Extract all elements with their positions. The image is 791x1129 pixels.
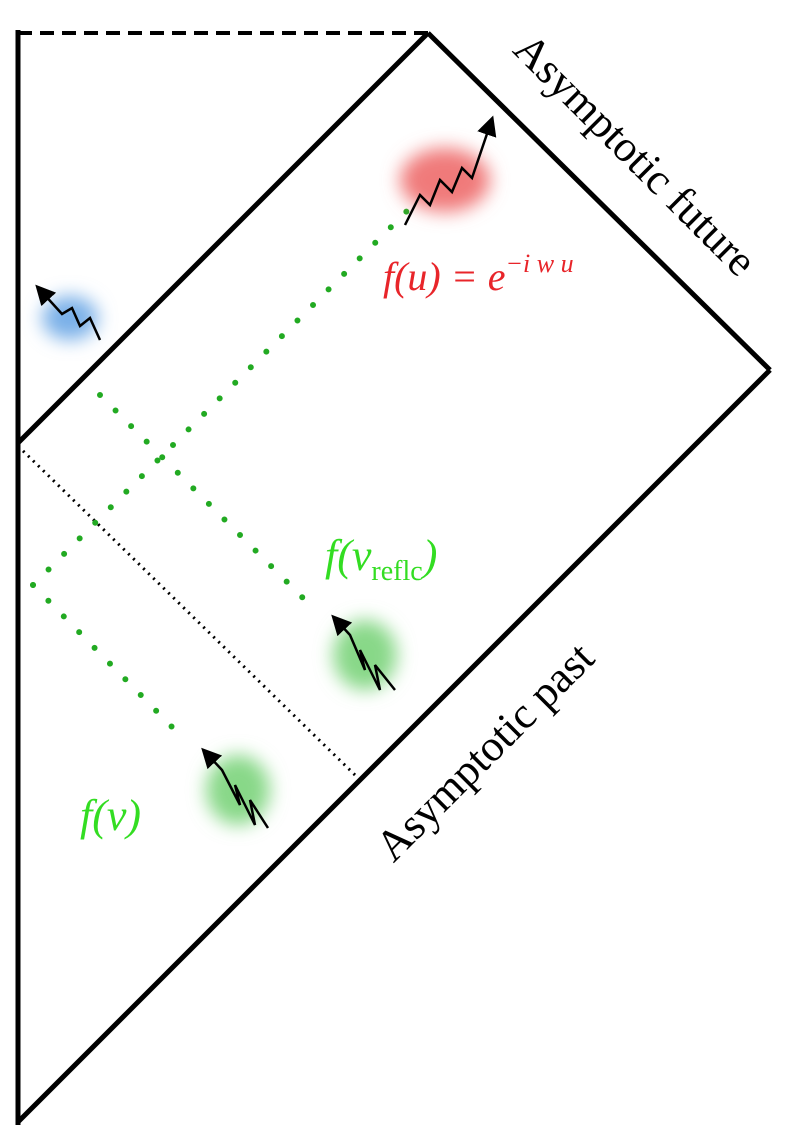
horizon (18, 33, 428, 443)
waves (42, 125, 490, 828)
outgoing-ray (33, 198, 420, 585)
fvreflc-close: ) (420, 531, 438, 580)
fu-label: f(u) = e−i w u (383, 249, 574, 299)
red-glow (400, 148, 490, 212)
past-null-infinity (18, 370, 770, 1122)
reflected-ray (100, 395, 305, 600)
fv-label: f(v) (80, 791, 141, 840)
fu-base: f(u) = e (383, 254, 506, 299)
incoming-ray (33, 585, 175, 730)
page: Asymptotic future Asymptotic past f(u) =… (0, 0, 791, 1129)
past-label: Asymptotic past (366, 633, 604, 871)
future-label: Asymptotic future (504, 24, 766, 286)
penrose-diagram: Asymptotic future Asymptotic past f(u) =… (0, 0, 791, 1129)
fvreflc-base: f(v (325, 531, 372, 580)
shell (18, 446, 355, 775)
fu-sup: −i w u (506, 249, 574, 278)
fvreflc-sub: reflc (371, 556, 422, 587)
fvreflc-label: f(vreflc) (325, 531, 437, 587)
